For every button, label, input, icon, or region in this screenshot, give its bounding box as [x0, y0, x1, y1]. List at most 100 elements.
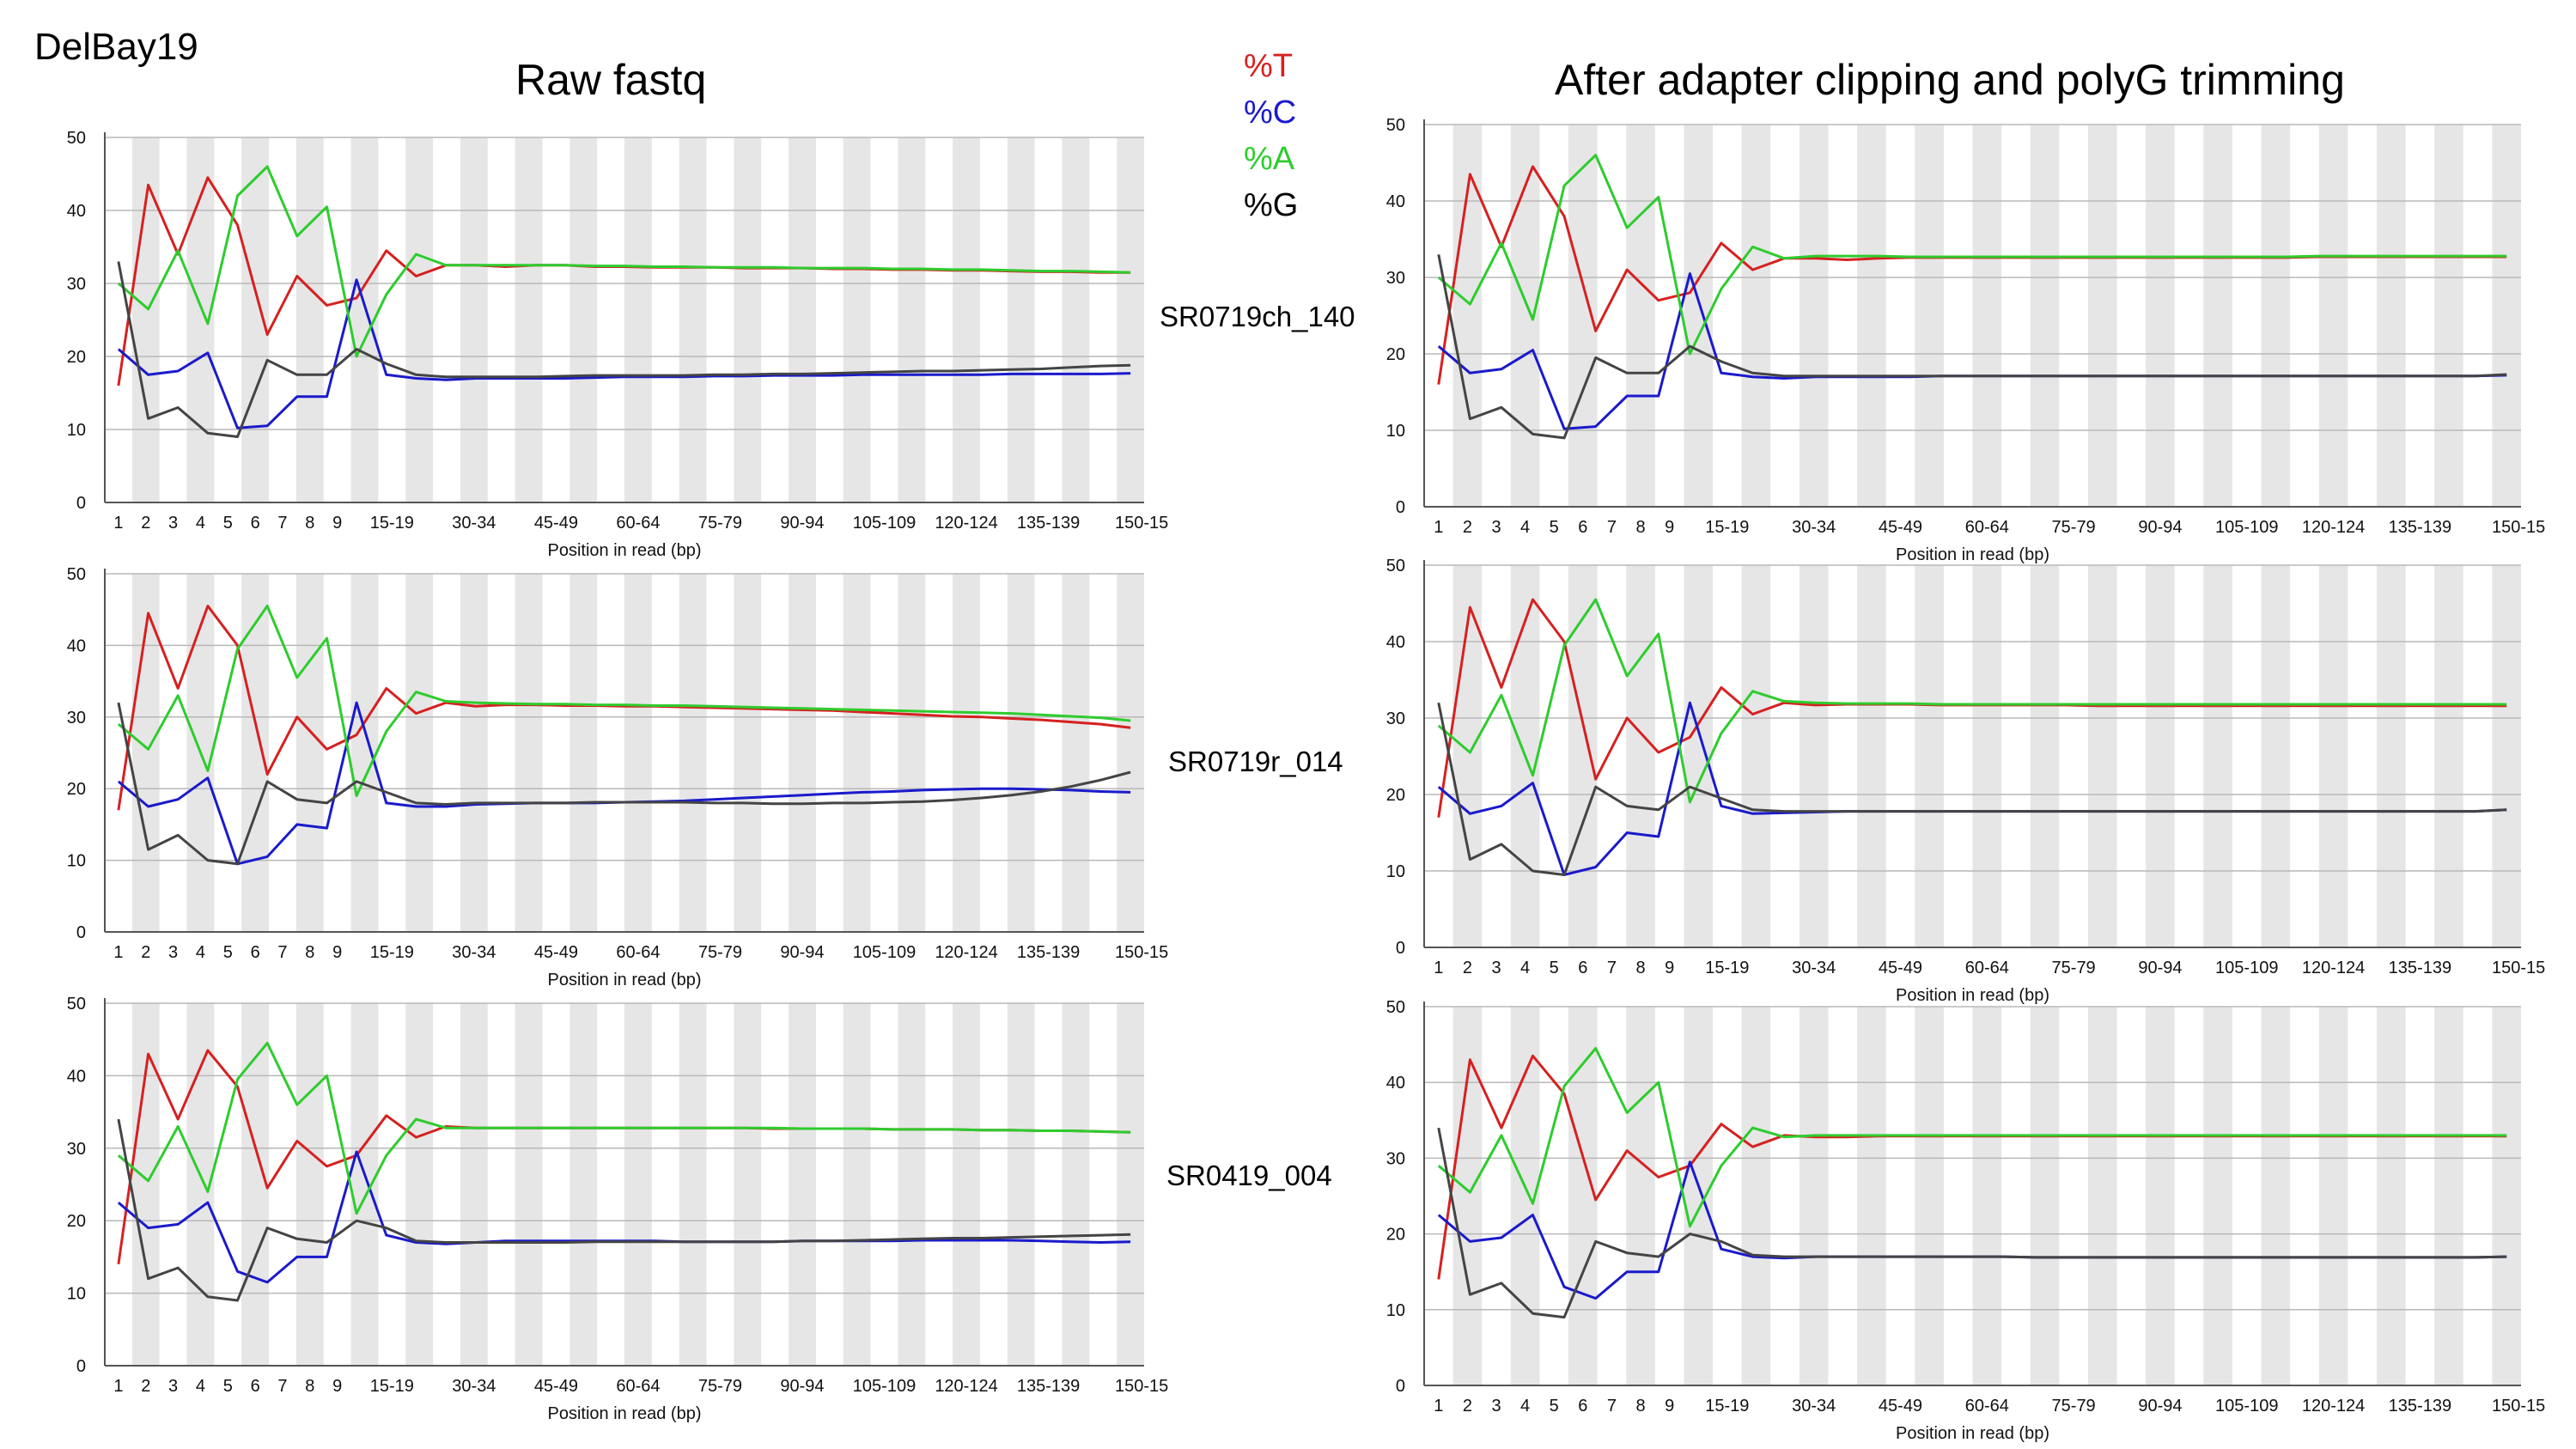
x-tick-label: 45-49 — [1879, 1397, 1922, 1416]
figure-title: DelBay19 — [34, 26, 198, 68]
stripe — [1568, 565, 1598, 947]
x-tick-label: 150-15 — [1115, 514, 1168, 533]
y-tick-label: 0 — [76, 923, 86, 942]
y-tick-label: 50 — [67, 129, 86, 148]
x-tick-label: 30-34 — [452, 943, 496, 962]
stripe — [1007, 1003, 1035, 1366]
x-tick-label: 45-49 — [1879, 518, 1922, 537]
x-tick-label: 30-34 — [452, 514, 496, 533]
x-tick-label: 3 — [1491, 518, 1501, 537]
x-tick-label: 75-79 — [2052, 1397, 2096, 1416]
stripe — [460, 137, 488, 502]
x-tick-label: 2 — [141, 514, 150, 533]
x-tick-label: 5 — [1550, 518, 1559, 537]
y-tick-label: 20 — [1386, 786, 1405, 805]
x-tick-label: 5 — [1550, 959, 1559, 977]
x-tick-label: 7 — [277, 1377, 287, 1396]
y-tick-label: 50 — [67, 565, 86, 584]
stripe — [569, 1003, 598, 1366]
chart-2: 0 10 20 30 40 50 1 2 3 4 5 6 7 8 9 15-19 30-34 45-49 60-64… — [67, 565, 1169, 989]
stripe — [515, 137, 543, 502]
y-tick-label: 10 — [1386, 422, 1405, 441]
stripe — [2146, 1007, 2175, 1385]
x-tick-label: 150-15 — [2492, 1397, 2545, 1416]
x-tick-label: 135-139 — [1017, 1377, 1080, 1396]
stripe — [131, 1003, 160, 1366]
x-tick-label: 6 — [251, 1377, 260, 1396]
y-tick-label: 20 — [67, 1212, 86, 1231]
stripe — [1117, 574, 1144, 932]
stripe — [1062, 574, 1090, 932]
stripe — [405, 137, 434, 502]
stripe — [2030, 125, 2060, 507]
x-tick-label: 135-139 — [1017, 943, 1080, 962]
stripe — [734, 574, 762, 932]
chart-0: 0 10 20 30 40 50 1 2 3 4 5 6 7 8 9 15-19 30-34 45-49 60-64… — [67, 129, 1169, 560]
stripe — [1857, 565, 1886, 947]
stripe — [2318, 565, 2348, 947]
x-tick-label: 90-94 — [780, 943, 824, 962]
stripe — [1915, 125, 1944, 507]
x-tick-label: 8 — [1635, 959, 1645, 977]
stripe — [1741, 565, 1771, 947]
series-a-line — [117, 165, 1131, 358]
x-tick-label: 105-109 — [853, 1377, 916, 1396]
x-tick-label: 120-124 — [2302, 959, 2365, 977]
x-tick-label: 2 — [1463, 518, 1472, 537]
series-a-line — [117, 605, 1131, 797]
x-tick-label: 3 — [168, 514, 178, 533]
stripe — [624, 1003, 652, 1366]
x-tick-label: 45-49 — [534, 1377, 578, 1396]
chart-3: 0 10 20 30 40 50 1 2 3 4 5 6 7 8 9 15-19 30-34 45-49 60-64… — [1386, 557, 2546, 1005]
y-tick-label: 50 — [67, 995, 86, 1014]
y-tick-label: 30 — [1386, 709, 1405, 728]
x-tick-label: 4 — [196, 1377, 205, 1396]
stripe — [515, 574, 543, 932]
x-tick-label: 5 — [223, 1377, 233, 1396]
x-tick-label: 6 — [1578, 518, 1587, 537]
x-tick-label: 4 — [196, 943, 205, 962]
stripe — [2261, 125, 2291, 507]
x-tick-label: 5 — [1550, 1397, 1559, 1416]
stripe — [515, 1003, 543, 1366]
x-tick-label: 6 — [1578, 1397, 1587, 1416]
x-tick-label: 8 — [305, 514, 314, 533]
stripe — [1568, 1007, 1598, 1385]
stripe — [241, 1003, 270, 1366]
y-tick-label: 0 — [76, 1357, 86, 1376]
stripe — [2030, 565, 2060, 947]
x-tick-label: 120-124 — [2302, 1397, 2365, 1416]
x-tick-label: 45-49 — [534, 514, 578, 533]
x-tick-label: 75-79 — [698, 1377, 742, 1396]
x-tick-label: 15-19 — [370, 514, 414, 533]
series-g-line — [1437, 254, 2507, 440]
stripe — [2146, 565, 2175, 947]
y-tick-label: 20 — [1386, 345, 1405, 364]
x-tick-label: 15-19 — [1705, 959, 1749, 977]
series-g-line — [117, 261, 1131, 438]
x-tick-label: 75-79 — [698, 943, 742, 962]
stripe — [679, 137, 707, 502]
x-tick-label: 1 — [1434, 518, 1443, 537]
stripe — [241, 137, 270, 502]
series-a-line — [1437, 598, 2507, 804]
chart-4: 0 10 20 30 40 50 1 2 3 4 5 6 7 8 9 15-19 30-34 45-49 60-64… — [67, 995, 1169, 1423]
y-tick-label: 40 — [67, 202, 86, 221]
stripe — [898, 1003, 926, 1366]
stripe — [1799, 125, 1829, 507]
stripe — [2203, 565, 2232, 947]
stripe — [2087, 565, 2117, 947]
x-tick-label: 30-34 — [1792, 1397, 1836, 1416]
stripe — [2203, 1007, 2232, 1385]
series-g-line — [117, 702, 1131, 866]
y-tick-label: 10 — [67, 421, 86, 440]
stripe — [1452, 125, 1483, 507]
x-tick-label: 1 — [113, 943, 123, 962]
y-tick-label: 50 — [1386, 557, 1405, 575]
x-tick-label: 105-109 — [853, 943, 916, 962]
stripe — [2087, 125, 2117, 507]
y-tick-label: 30 — [67, 709, 86, 728]
y-tick-label: 0 — [1396, 939, 1405, 958]
y-tick-label: 10 — [67, 852, 86, 871]
